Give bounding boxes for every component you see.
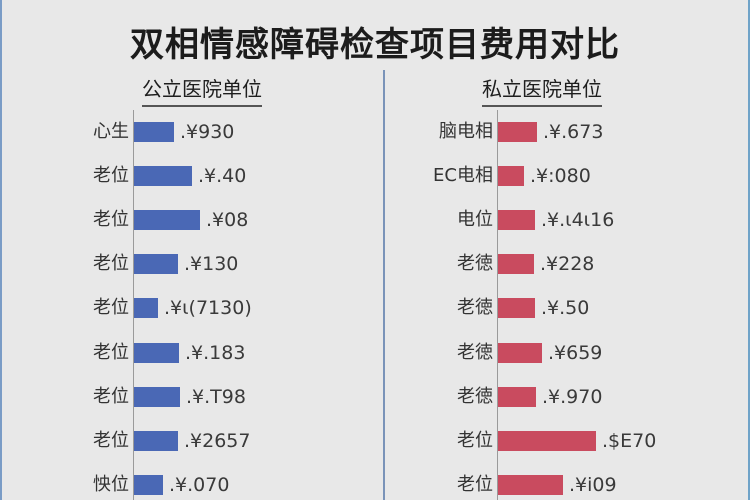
public-category-label: 老位: [93, 165, 129, 186]
public-value-label: .¥130: [184, 253, 239, 275]
private-bar: [498, 254, 534, 274]
public-bar-row: 心生 .¥930: [2, 120, 382, 144]
public-bar-row: 老位 .¥2657: [2, 429, 382, 453]
public-category-label: 老位: [93, 386, 129, 407]
public-category-label: 老位: [93, 430, 129, 451]
private-bar-row: 老位 .¥i09: [386, 473, 750, 497]
private-bar-row: 老徳 .¥659: [386, 341, 750, 365]
private-bar: [498, 166, 524, 186]
private-value-label: .¥228: [540, 253, 595, 275]
private-value-label: .¥i09: [569, 474, 617, 496]
public-value-label: .¥.183: [185, 342, 246, 364]
private-value-label: .¥659: [548, 342, 603, 364]
private-bar-row: 老位 .$E70: [386, 429, 750, 453]
public-category-label: 老位: [93, 253, 129, 274]
public-category-label: 老位: [93, 209, 129, 230]
public-bar-row: 老位 .¥ι(7130): [2, 296, 382, 320]
private-value-label: .¥:080: [530, 165, 591, 187]
public-bar-row: 老位 .¥130: [2, 252, 382, 276]
private-category-label: 老徳: [457, 386, 493, 407]
public-y-axis: [133, 110, 134, 500]
public-bar: [134, 298, 158, 318]
public-bar: [134, 122, 174, 142]
private-category-label: 老位: [457, 474, 493, 495]
public-hospital-panel: 公立医院单位 心生 .¥930 老位 .¥.40 老位 .¥08 老位 .¥130 老位 .¥ι(…: [2, 0, 382, 500]
public-bar: [134, 254, 178, 274]
public-bar-row: 怏位 .¥.070: [2, 473, 382, 497]
private-hospital-panel: 私立医院单位 脑电相 .¥.673 EC电相 .¥:080 电位 .¥.ι4ι16 老徳 .¥…: [386, 0, 750, 500]
private-bar: [498, 431, 596, 451]
private-bar: [498, 122, 537, 142]
private-bar-row: 电位 .¥.ι4ι16: [386, 208, 750, 232]
private-bar-row: 老徳 .¥.50: [386, 296, 750, 320]
private-bar-row: 老徳 .¥.970: [386, 385, 750, 409]
private-bar: [498, 210, 535, 230]
public-bar-row: 老位 .¥.40: [2, 164, 382, 188]
private-category-label: 老徳: [457, 342, 493, 363]
public-value-label: .¥930: [180, 121, 235, 143]
public-value-label: .¥.40: [198, 165, 247, 187]
public-bar-row: 老位 .¥.183: [2, 341, 382, 365]
panel-divider: [383, 70, 385, 500]
private-bar-row: 老徳 .¥228: [386, 252, 750, 276]
private-value-label: .¥.ι4ι16: [541, 209, 615, 231]
public-category-label: 怏位: [93, 474, 129, 495]
private-bar-row: EC电相 .¥:080: [386, 164, 750, 188]
public-bar: [134, 387, 180, 407]
public-bar-row: 老位 .¥.T98: [2, 385, 382, 409]
private-category-label: 脑电相: [439, 121, 493, 142]
public-value-label: .¥ι(7130): [164, 297, 252, 319]
private-bar: [498, 387, 536, 407]
private-bar: [498, 343, 542, 363]
public-value-label: .¥.070: [169, 474, 230, 496]
public-bar: [134, 343, 179, 363]
private-value-label: .¥.673: [543, 121, 604, 143]
private-panel-subtitle: 私立医院单位: [482, 73, 602, 107]
private-category-label: 老位: [457, 430, 493, 451]
private-category-label: EC电相: [433, 165, 493, 186]
public-bar: [134, 475, 163, 495]
private-category-label: 老徳: [457, 253, 493, 274]
public-category-label: 老位: [93, 342, 129, 363]
private-value-label: .¥.50: [541, 297, 590, 319]
private-bar: [498, 298, 535, 318]
public-panel-subtitle: 公立医院单位: [142, 73, 262, 107]
private-category-label: 老徳: [457, 297, 493, 318]
private-category-label: 电位: [457, 209, 493, 230]
private-value-label: .¥.970: [542, 386, 603, 408]
public-bar: [134, 431, 178, 451]
public-value-label: .¥.T98: [186, 386, 246, 408]
private-bar: [498, 475, 563, 495]
public-bar: [134, 210, 200, 230]
private-bar-row: 脑电相 .¥.673: [386, 120, 750, 144]
private-value-label: .$E70: [602, 430, 657, 452]
public-bar-row: 老位 .¥08: [2, 208, 382, 232]
public-bar: [134, 166, 192, 186]
chart-title: 双相情感障碍检查项目费用对比: [130, 25, 620, 65]
public-value-label: .¥2657: [184, 430, 251, 452]
public-value-label: .¥08: [206, 209, 249, 231]
public-category-label: 心生: [93, 121, 129, 142]
private-y-axis: [497, 110, 498, 500]
public-category-label: 老位: [93, 297, 129, 318]
